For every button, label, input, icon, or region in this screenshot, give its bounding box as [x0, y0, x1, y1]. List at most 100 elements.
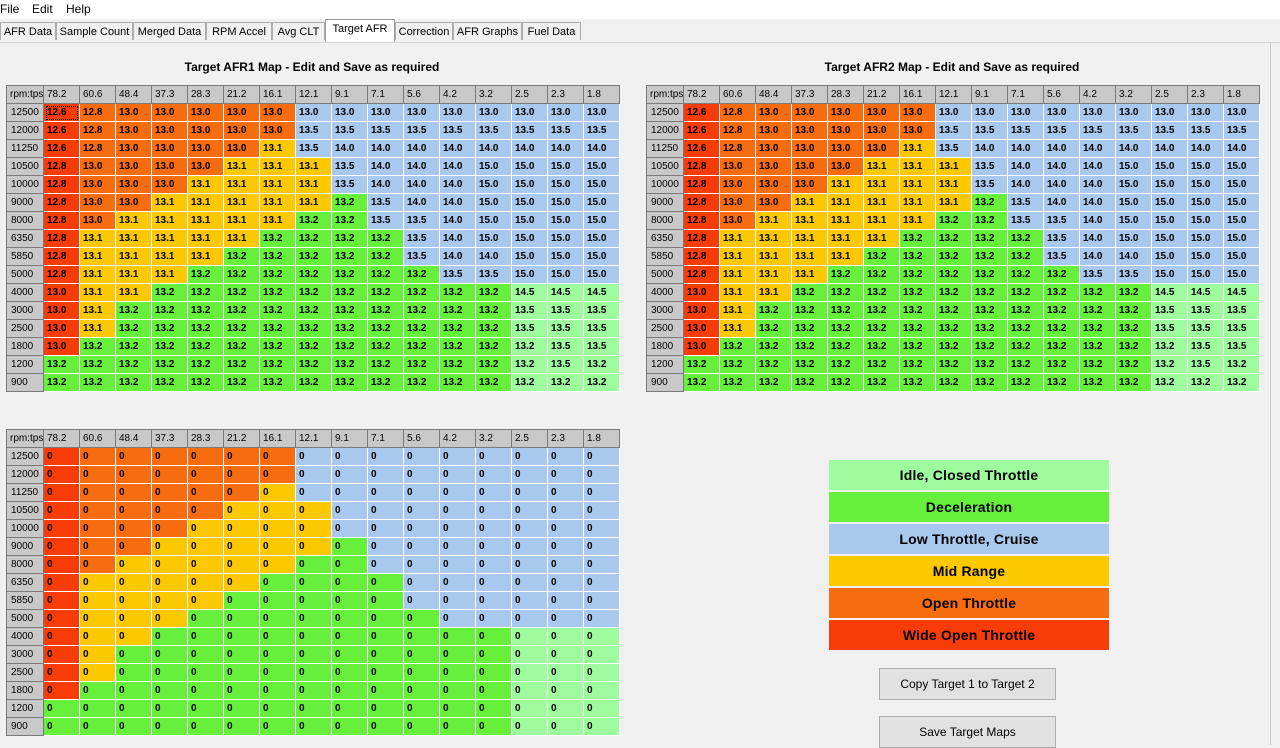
- map-cell[interactable]: 13.5: [331, 121, 368, 140]
- map-cell[interactable]: 12.8: [719, 103, 756, 122]
- map-cell[interactable]: 13.2: [403, 355, 440, 374]
- map-cell[interactable]: 13.0: [79, 211, 116, 230]
- map-cell[interactable]: 14.0: [1007, 175, 1044, 194]
- map-cell[interactable]: 13.2: [1151, 337, 1188, 356]
- map-cell[interactable]: 0: [403, 681, 440, 700]
- map-cell[interactable]: 0: [187, 483, 224, 502]
- map-cell[interactable]: 0: [295, 627, 332, 646]
- map-cell[interactable]: 13.5: [583, 319, 620, 338]
- map-cell[interactable]: 13.2: [115, 337, 152, 356]
- menu-edit[interactable]: Edit: [32, 2, 53, 16]
- map-cell[interactable]: 0: [151, 609, 188, 628]
- map-cell[interactable]: 13.5: [971, 157, 1008, 176]
- map-cell[interactable]: 0: [223, 645, 260, 664]
- map-cell[interactable]: 14.5: [1151, 283, 1188, 302]
- map-cell[interactable]: 0: [367, 717, 404, 736]
- map-cell[interactable]: 13.2: [187, 337, 224, 356]
- map-cell[interactable]: 0: [367, 609, 404, 628]
- map-cell[interactable]: 13.2: [791, 337, 828, 356]
- map-cell[interactable]: 13.2: [331, 301, 368, 320]
- map-cell[interactable]: 13.2: [899, 229, 936, 248]
- map-cell[interactable]: 15.0: [547, 229, 584, 248]
- tab-fuel-data[interactable]: Fuel Data: [522, 22, 581, 40]
- map-cell[interactable]: 13.5: [1115, 121, 1152, 140]
- map-cell[interactable]: 15.0: [1151, 175, 1188, 194]
- map-cell[interactable]: 0: [439, 645, 476, 664]
- map-cell[interactable]: 13.0: [115, 121, 152, 140]
- map-cell[interactable]: 0: [439, 519, 476, 538]
- map-cell[interactable]: 14.0: [971, 139, 1008, 158]
- map-cell[interactable]: 0: [223, 501, 260, 520]
- map-cell[interactable]: 13.1: [223, 211, 260, 230]
- tab-merged-data[interactable]: Merged Data: [133, 22, 206, 40]
- map-cell[interactable]: 12.8: [683, 157, 720, 176]
- map-cell[interactable]: 0: [439, 591, 476, 610]
- map-cell[interactable]: 13.2: [295, 265, 332, 284]
- map-cell[interactable]: 15.0: [1223, 175, 1260, 194]
- map-cell[interactable]: 13.5: [1079, 121, 1116, 140]
- map-cell[interactable]: 0: [331, 717, 368, 736]
- map-cell[interactable]: 0: [259, 591, 296, 610]
- map-cell[interactable]: 0: [187, 627, 224, 646]
- map-cell[interactable]: 13.1: [259, 175, 296, 194]
- map-cell[interactable]: 0: [43, 681, 80, 700]
- map-cell[interactable]: 13.0: [791, 175, 828, 194]
- map-cell[interactable]: 0: [331, 537, 368, 556]
- map-cell[interactable]: 13.2: [439, 373, 476, 392]
- map-cell[interactable]: 13.2: [367, 319, 404, 338]
- map-cell[interactable]: 13.5: [1223, 121, 1260, 140]
- map-cell[interactable]: 0: [511, 465, 548, 484]
- map-cell[interactable]: 0: [367, 447, 404, 466]
- map-cell[interactable]: 13.1: [295, 175, 332, 194]
- map-cell[interactable]: 0: [295, 519, 332, 538]
- map-cell[interactable]: 13.2: [899, 319, 936, 338]
- map-cell[interactable]: 13.2: [151, 355, 188, 374]
- map-cell[interactable]: 0: [187, 645, 224, 664]
- map-cell[interactable]: 13.2: [403, 337, 440, 356]
- map-cell[interactable]: 13.2: [1007, 301, 1044, 320]
- map-cell[interactable]: 13.2: [295, 337, 332, 356]
- map-cell[interactable]: 15.0: [475, 229, 512, 248]
- map-cell[interactable]: 0: [547, 645, 584, 664]
- map-cell[interactable]: 0: [223, 447, 260, 466]
- map-cell[interactable]: 0: [331, 627, 368, 646]
- map-cell[interactable]: 13.5: [439, 121, 476, 140]
- map-cell[interactable]: 13.2: [475, 337, 512, 356]
- map-cell[interactable]: 13.1: [115, 211, 152, 230]
- map-cell[interactable]: 13.2: [863, 283, 900, 302]
- map-cell[interactable]: 13.0: [683, 301, 720, 320]
- map-cell[interactable]: 0: [187, 537, 224, 556]
- map-cell[interactable]: 13.0: [755, 139, 792, 158]
- map-cell[interactable]: 13.2: [935, 301, 972, 320]
- map-cell[interactable]: 13.2: [971, 337, 1008, 356]
- map-cell[interactable]: 15.0: [583, 265, 620, 284]
- map-cell[interactable]: 13.1: [755, 247, 792, 266]
- map-cell[interactable]: 0: [367, 465, 404, 484]
- map-cell[interactable]: 14.0: [511, 139, 548, 158]
- map-cell[interactable]: 0: [79, 447, 116, 466]
- map-cell[interactable]: 13.5: [367, 121, 404, 140]
- map-cell[interactable]: 0: [115, 663, 152, 682]
- map-cell[interactable]: 13.2: [259, 355, 296, 374]
- map-cell[interactable]: 13.2: [899, 373, 936, 392]
- map-cell[interactable]: 13.1: [863, 175, 900, 194]
- map-cell[interactable]: 14.0: [1151, 139, 1188, 158]
- map-cell[interactable]: 0: [223, 483, 260, 502]
- map-cell[interactable]: 15.0: [1223, 229, 1260, 248]
- map-cell[interactable]: 13.5: [511, 301, 548, 320]
- map-cell[interactable]: 13.0: [1187, 103, 1224, 122]
- map-cell[interactable]: 13.2: [1043, 319, 1080, 338]
- map-cell[interactable]: 0: [511, 447, 548, 466]
- map-cell[interactable]: 0: [367, 519, 404, 538]
- map-cell[interactable]: 12.8: [719, 121, 756, 140]
- map-cell[interactable]: 0: [547, 609, 584, 628]
- map-cell[interactable]: 0: [511, 717, 548, 736]
- map-cell[interactable]: 0: [583, 627, 620, 646]
- map-cell[interactable]: 0: [43, 501, 80, 520]
- map-cell[interactable]: 13.0: [547, 103, 584, 122]
- map-cell[interactable]: 13.2: [403, 283, 440, 302]
- map-cell[interactable]: 13.0: [683, 337, 720, 356]
- map-cell[interactable]: 13.2: [935, 229, 972, 248]
- map-cell[interactable]: 13.0: [223, 103, 260, 122]
- map-cell[interactable]: 13.2: [719, 337, 756, 356]
